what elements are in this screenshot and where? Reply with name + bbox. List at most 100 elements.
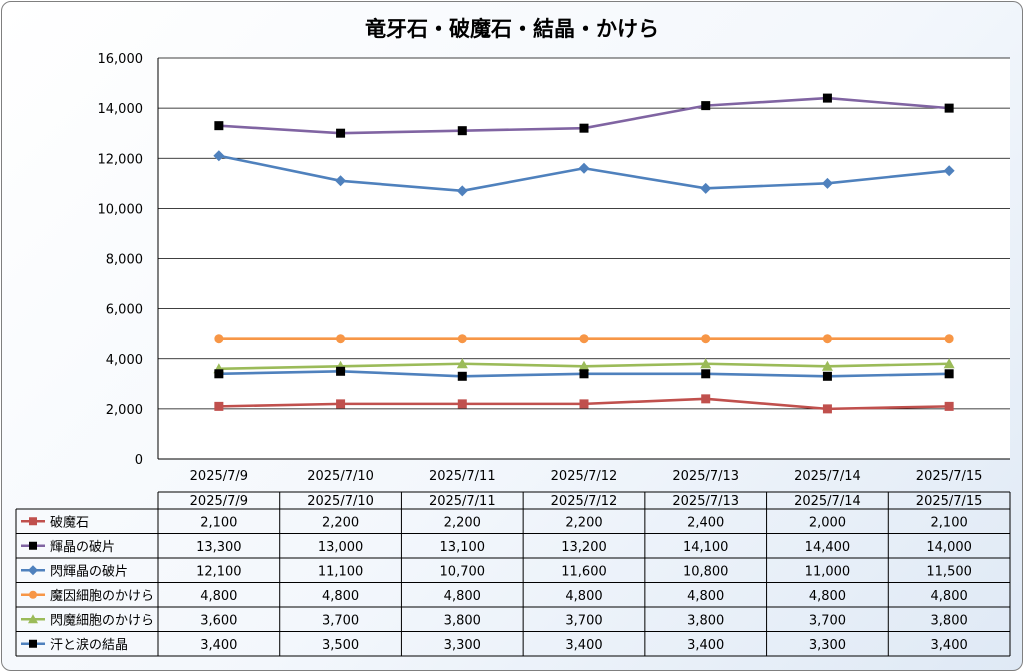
data-table: 2025/7/9 2025/7/10 2025/7/11 2025/7/12 2025/… bbox=[15, 491, 1011, 657]
x-tick-label: 2025/7/13 bbox=[672, 469, 739, 484]
table-value-cell: 11,600 bbox=[561, 564, 607, 579]
data-point bbox=[944, 369, 954, 379]
table-value-cell: 14,100 bbox=[683, 540, 729, 555]
data-point bbox=[457, 399, 467, 409]
legend-label: 魔因細胞のかけら bbox=[50, 589, 154, 604]
table-header-cell: 2025/7/12 bbox=[551, 494, 618, 509]
data-point bbox=[578, 162, 590, 174]
data-point bbox=[336, 399, 346, 409]
x-tick-label: 2025/7/11 bbox=[429, 469, 496, 484]
data-point bbox=[214, 121, 224, 131]
table-value-cell: 3,400 bbox=[200, 638, 237, 653]
table-value-cell: 3,800 bbox=[931, 613, 968, 628]
x-tick-label: 2025/7/14 bbox=[794, 469, 861, 484]
y-tick-label: 0 bbox=[135, 453, 143, 468]
table-value-cell: 11,000 bbox=[805, 564, 851, 579]
table-value-cell: 10,700 bbox=[440, 564, 486, 579]
table-value-cell: 3,400 bbox=[565, 638, 602, 653]
table-header-cell: 2025/7/14 bbox=[794, 494, 861, 509]
table-value-cell: 3,600 bbox=[200, 613, 237, 628]
table-value-cell: 4,800 bbox=[322, 589, 359, 604]
table-value-cell: 13,300 bbox=[196, 540, 242, 555]
legend-label: 輝晶の破片 bbox=[50, 540, 115, 555]
data-point bbox=[214, 401, 224, 411]
data-point bbox=[822, 93, 832, 103]
table-value-cell: 2,200 bbox=[444, 515, 481, 530]
y-tick-label: 10,000 bbox=[98, 202, 144, 217]
table-value-cell: 13,200 bbox=[561, 540, 607, 555]
data-point bbox=[944, 334, 954, 344]
data-point bbox=[822, 334, 832, 344]
data-point bbox=[700, 182, 712, 194]
table-value-cell: 10,800 bbox=[683, 564, 729, 579]
legend-label: 閃魔細胞のかけら bbox=[50, 613, 154, 628]
table-header-cell: 2025/7/9 bbox=[190, 494, 248, 509]
data-point bbox=[335, 175, 347, 187]
table-value-cell: 4,800 bbox=[565, 589, 602, 604]
x-tick-label: 2025/7/9 bbox=[190, 469, 248, 484]
data-point bbox=[29, 517, 37, 526]
data-point bbox=[944, 103, 954, 113]
table-value-cell: 3,800 bbox=[687, 613, 724, 628]
data-point bbox=[28, 565, 38, 576]
data-point bbox=[943, 165, 955, 177]
y-tick-label: 8,000 bbox=[106, 253, 143, 268]
table-header-cell: 2025/7/13 bbox=[672, 494, 739, 509]
y-tick-label: 6,000 bbox=[106, 303, 143, 318]
x-tick-label: 2025/7/10 bbox=[307, 469, 374, 484]
table-value-cell: 3,300 bbox=[809, 638, 846, 653]
data-point bbox=[336, 334, 346, 344]
data-point bbox=[336, 366, 346, 376]
data-point bbox=[944, 401, 954, 411]
table-value-cell: 2,100 bbox=[200, 515, 237, 530]
table-value-cell: 3,500 bbox=[322, 638, 359, 653]
x-tick-label: 2025/7/12 bbox=[551, 469, 618, 484]
gridlines bbox=[157, 57, 1010, 460]
table-value-cell: 4,800 bbox=[200, 589, 237, 604]
table-value-cell: 3,400 bbox=[687, 638, 724, 653]
table-value-cell: 3,400 bbox=[931, 638, 968, 653]
data-point bbox=[821, 177, 833, 189]
y-tick-label: 16,000 bbox=[98, 52, 144, 67]
table-value-cell: 3,700 bbox=[322, 613, 359, 628]
y-tick-label: 4,000 bbox=[106, 353, 143, 368]
table-value-cell: 2,200 bbox=[322, 515, 359, 530]
data-point bbox=[457, 126, 467, 136]
x-tick-label: 2025/7/15 bbox=[916, 469, 983, 484]
table-header-cell: 2025/7/10 bbox=[307, 494, 374, 509]
data-point bbox=[29, 590, 37, 599]
series-lines bbox=[213, 93, 955, 414]
table-value-cell: 2,200 bbox=[565, 515, 602, 530]
data-point bbox=[943, 358, 955, 369]
table-value-cell: 13,100 bbox=[440, 540, 486, 555]
data-point bbox=[821, 360, 833, 371]
data-point bbox=[822, 404, 832, 414]
table-value-cell: 3,800 bbox=[444, 613, 481, 628]
data-point bbox=[579, 123, 589, 133]
y-axis-ticks: 0 2,000 4,000 6,000 8,000 10,000 12,000 14,000 1… bbox=[98, 52, 144, 468]
data-point bbox=[456, 185, 468, 197]
data-point bbox=[701, 101, 711, 111]
table-value-cell: 14,000 bbox=[926, 540, 972, 555]
table-value-cell: 11,100 bbox=[318, 564, 364, 579]
data-point bbox=[28, 614, 38, 624]
data-point bbox=[822, 371, 832, 381]
y-tick-label: 12,000 bbox=[98, 152, 144, 167]
data-point bbox=[701, 334, 711, 344]
data-point bbox=[336, 128, 346, 138]
table-value-cell: 3,700 bbox=[565, 613, 602, 628]
table-value-cell: 2,400 bbox=[687, 515, 724, 530]
table-value-cell: 12,100 bbox=[196, 564, 242, 579]
data-point bbox=[214, 334, 224, 344]
data-point bbox=[214, 369, 224, 379]
table-value-cell: 3,300 bbox=[444, 638, 481, 653]
data-point bbox=[578, 360, 590, 371]
table-value-cell: 4,800 bbox=[809, 589, 846, 604]
table-header-cell: 2025/7/11 bbox=[429, 494, 496, 509]
table-value-cell: 13,000 bbox=[318, 540, 364, 555]
data-point bbox=[579, 369, 589, 379]
x-axis-ticks: 2025/7/9 2025/7/10 2025/7/11 2025/7/12 2025/… bbox=[190, 469, 983, 484]
data-point bbox=[457, 371, 467, 381]
